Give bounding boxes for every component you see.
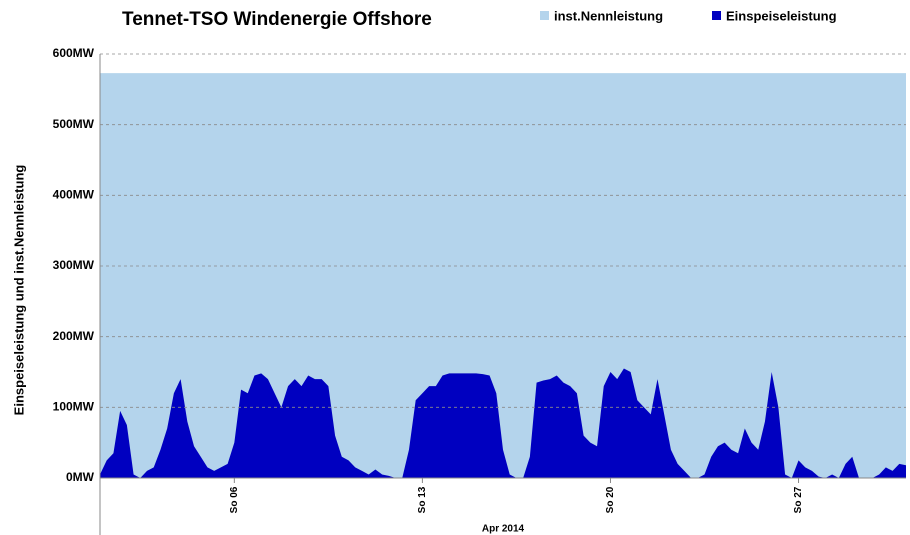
x-tick-label: So 27 xyxy=(793,486,804,513)
legend-swatch xyxy=(540,11,549,20)
area xyxy=(100,368,906,478)
y-tick-label: 200MW xyxy=(53,329,95,343)
legend-label: Einspeiseleistung xyxy=(726,8,837,23)
chart-title: Tennet-TSO Windenergie Offshore xyxy=(122,9,432,30)
y-axis-label: Einspeiseleistung und inst.Nennleistung xyxy=(11,165,26,416)
y-tick-label: 100MW xyxy=(53,400,95,414)
y-tick-label: 500MW xyxy=(53,117,95,131)
x-axis-label: Apr 2014 xyxy=(482,524,525,535)
y-tick-label: 0MW xyxy=(66,470,95,484)
y-tick-label: 600MW xyxy=(53,46,95,60)
y-tick-label: 300MW xyxy=(53,258,95,272)
y-tick-label: 400MW xyxy=(53,188,95,202)
x-tick-label: So 06 xyxy=(229,486,240,513)
legend-label: inst.Nennleistung xyxy=(554,8,663,23)
x-tick-label: So 20 xyxy=(605,486,616,513)
legend-swatch xyxy=(712,11,721,20)
x-tick-label: So 13 xyxy=(417,486,428,513)
area xyxy=(100,73,906,478)
